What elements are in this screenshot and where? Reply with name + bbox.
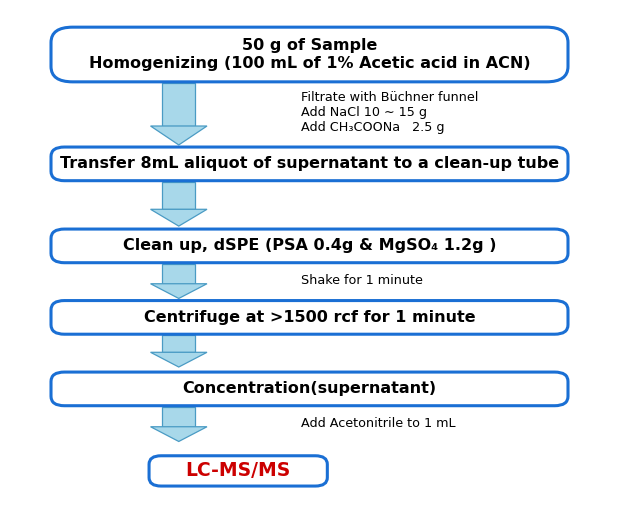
FancyBboxPatch shape (51, 147, 568, 180)
Polygon shape (162, 406, 195, 427)
FancyBboxPatch shape (149, 456, 327, 486)
Text: 50 g of Sample: 50 g of Sample (242, 38, 377, 53)
Polygon shape (162, 182, 195, 209)
Text: Centrifuge at >1500 rcf for 1 minute: Centrifuge at >1500 rcf for 1 minute (144, 310, 475, 325)
Polygon shape (162, 335, 195, 352)
Polygon shape (150, 284, 207, 298)
Text: Concentration(supernatant): Concentration(supernatant) (183, 382, 436, 397)
Text: Add CH₃COONa   2.5 g: Add CH₃COONa 2.5 g (301, 121, 444, 134)
Polygon shape (162, 264, 195, 284)
Polygon shape (150, 126, 207, 145)
Polygon shape (162, 83, 195, 126)
FancyBboxPatch shape (51, 229, 568, 263)
Text: Transfer 8mL aliquot of supernatant to a clean-up tube: Transfer 8mL aliquot of supernatant to a… (60, 156, 559, 171)
Polygon shape (150, 352, 207, 367)
Polygon shape (150, 427, 207, 442)
FancyBboxPatch shape (51, 372, 568, 406)
Text: Shake for 1 minute: Shake for 1 minute (301, 274, 422, 287)
Text: Add Acetonitrile to 1 mL: Add Acetonitrile to 1 mL (301, 417, 455, 430)
Text: Clean up, dSPE (PSA 0.4g & MgSO₄ 1.2g ): Clean up, dSPE (PSA 0.4g & MgSO₄ 1.2g ) (123, 238, 496, 253)
Text: Add NaCl 10 ∼ 15 g: Add NaCl 10 ∼ 15 g (301, 106, 426, 119)
Text: LC-MS/MS: LC-MS/MS (186, 461, 291, 480)
Text: Homogenizing (100 mL of 1% Acetic acid in ACN): Homogenizing (100 mL of 1% Acetic acid i… (89, 56, 530, 71)
FancyBboxPatch shape (51, 27, 568, 82)
Text: Filtrate with Büchner funnel: Filtrate with Büchner funnel (301, 91, 478, 104)
Polygon shape (150, 209, 207, 226)
FancyBboxPatch shape (51, 300, 568, 334)
